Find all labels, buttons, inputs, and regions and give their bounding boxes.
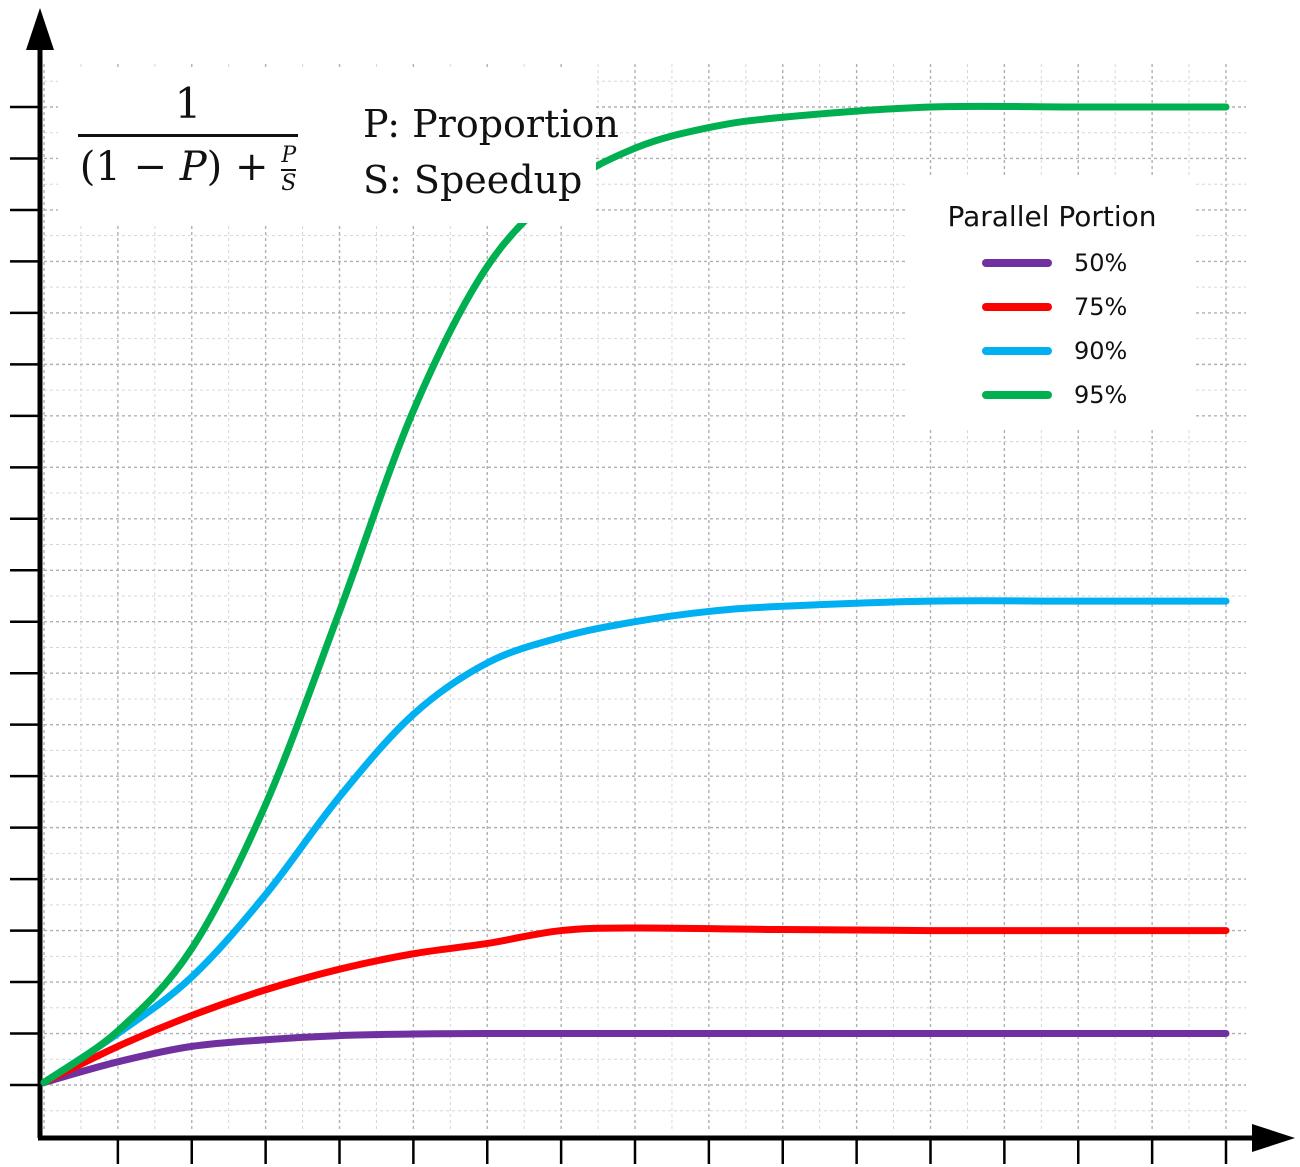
legend-item-90: 90% (982, 336, 1127, 366)
formula-fraction-bar (78, 134, 298, 137)
formula-mini-bar (281, 169, 297, 171)
axes (26, 8, 1295, 1152)
legend-label-75: 75% (1074, 293, 1128, 321)
series-line-50 (40, 1029, 1230, 1086)
legend-swatch-50 (982, 259, 1052, 267)
formula-den-left: (1 − (79, 144, 180, 190)
legend-label-95: 95% (1074, 381, 1128, 409)
formula-den-mid: ) + (206, 144, 282, 190)
formula-mini-den: S (281, 171, 297, 196)
formula-den-var: P (179, 144, 207, 190)
definition-proportion: P: Proportion (363, 102, 619, 146)
axis-ticks (10, 105, 1228, 1164)
legend-swatch-75 (982, 303, 1052, 311)
legend: Parallel Portion 50% 75% 90% 95% (908, 178, 1196, 430)
legend-label-50: 50% (1074, 249, 1128, 277)
definition-speedup: S: Speedup (363, 158, 583, 202)
legend-item-75: 75% (982, 292, 1127, 322)
x-axis-arrow (1252, 1124, 1295, 1152)
formula-numerator: 1 (174, 79, 202, 128)
y-axis-arrow (26, 8, 54, 50)
formula-mini-num: P (281, 143, 297, 168)
formula-definitions: P: Proportion S: Speedup (363, 96, 619, 208)
legend-title: Parallel Portion (947, 200, 1157, 233)
series-line-95 (40, 102, 1230, 1086)
legend-swatch-90 (982, 347, 1052, 355)
legend-swatch-95 (982, 391, 1052, 399)
series-lines (40, 102, 1230, 1086)
legend-item-95: 95% (982, 380, 1127, 410)
series-line-75 (40, 924, 1230, 1086)
legend-label-90: 90% (1074, 337, 1128, 365)
series-line-90 (40, 597, 1230, 1086)
legend-item-50: 50% (982, 248, 1127, 278)
